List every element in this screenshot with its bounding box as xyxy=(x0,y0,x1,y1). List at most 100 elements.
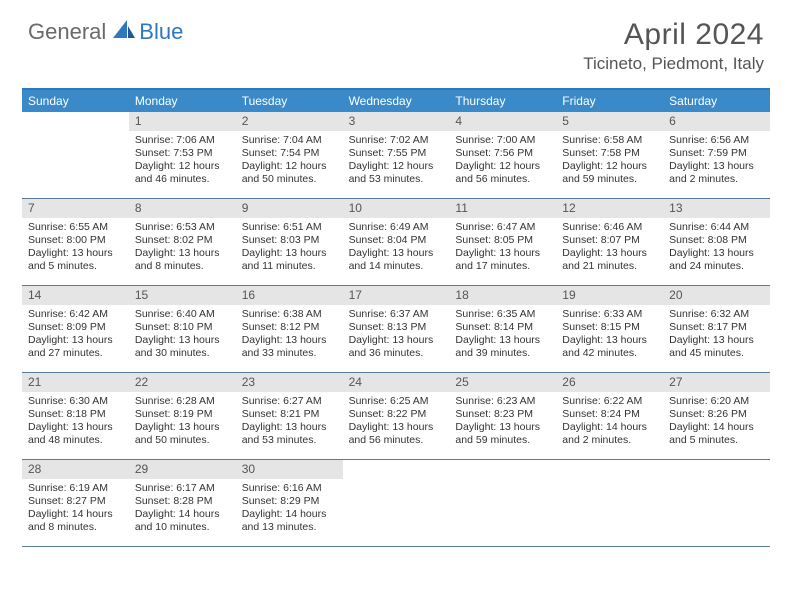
calendar-cell: 26Sunrise: 6:22 AMSunset: 8:24 PMDayligh… xyxy=(556,373,663,459)
day-number: 26 xyxy=(556,373,663,392)
calendar-cell: 6Sunrise: 6:56 AMSunset: 7:59 PMDaylight… xyxy=(663,112,770,198)
calendar-cell: 18 Sunrise: 6:35 AMSunset: 8:14 PMDayligh… xyxy=(449,286,556,372)
cell-body: Sunrise: 6:56 AMSunset: 7:59 PMDaylight:… xyxy=(663,131,770,191)
day-header: Monday xyxy=(129,90,236,112)
day-number: 20 xyxy=(663,286,770,305)
sunrise-line: Sunrise: 6:20 AM xyxy=(669,395,764,408)
cell-body: Sunrise: 6:23 AMSunset: 8:23 PMDaylight:… xyxy=(449,392,556,452)
header: General Blue April 2024 Ticineto, Piedmo… xyxy=(0,0,792,80)
calendar-cell: 15Sunrise: 6:40 AMSunset: 8:10 PMDayligh… xyxy=(129,286,236,372)
sunset-line: Sunset: 8:19 PM xyxy=(135,408,230,421)
sunrise-line: Sunrise: 6:37 AM xyxy=(349,308,444,321)
daylight-line: Daylight: 14 hours and 13 minutes. xyxy=(242,508,337,534)
sunset-line: Sunset: 8:09 PM xyxy=(28,321,123,334)
cell-body: Sunrise: 6:42 AMSunset: 8:09 PMDaylight:… xyxy=(22,305,129,365)
calendar-cell: 24Sunrise: 6:25 AMSunset: 8:22 PMDayligh… xyxy=(343,373,450,459)
day-number: 29 xyxy=(129,460,236,479)
week-row: 7Sunrise: 6:55 AMSunset: 8:00 PMDaylight… xyxy=(22,199,770,286)
sunset-line: Sunset: 7:53 PM xyxy=(135,147,230,160)
sunset-line: Sunset: 8:28 PM xyxy=(135,495,230,508)
calendar-cell: 17Sunrise: 6:37 AMSunset: 8:13 PMDayligh… xyxy=(343,286,450,372)
daylight-line: Daylight: 13 hours and 14 minutes. xyxy=(349,247,444,273)
calendar-cell: 12Sunrise: 6:46 AMSunset: 8:07 PMDayligh… xyxy=(556,199,663,285)
location-label: Ticineto, Piedmont, Italy xyxy=(583,54,764,74)
calendar-cell: 22Sunrise: 6:28 AMSunset: 8:19 PMDayligh… xyxy=(129,373,236,459)
sunrise-line: Sunrise: 6:51 AM xyxy=(242,221,337,234)
cell-body: Sunrise: 6:28 AMSunset: 8:19 PMDaylight:… xyxy=(129,392,236,452)
day-header: Saturday xyxy=(663,90,770,112)
calendar-cell: 9Sunrise: 6:51 AMSunset: 8:03 PMDaylight… xyxy=(236,199,343,285)
calendar-cell: 21Sunrise: 6:30 AMSunset: 8:18 PMDayligh… xyxy=(22,373,129,459)
day-number: 4 xyxy=(449,112,556,131)
cell-body: Sunrise: 6:33 AMSunset: 8:15 PMDaylight:… xyxy=(556,305,663,365)
daylight-line: Daylight: 13 hours and 24 minutes. xyxy=(669,247,764,273)
sunset-line: Sunset: 8:07 PM xyxy=(562,234,657,247)
calendar-cell: 5Sunrise: 6:58 AMSunset: 7:58 PMDaylight… xyxy=(556,112,663,198)
daylight-line: Daylight: 13 hours and 56 minutes. xyxy=(349,421,444,447)
day-header: Tuesday xyxy=(236,90,343,112)
sunrise-line: Sunrise: 7:06 AM xyxy=(135,134,230,147)
daylight-line: Daylight: 14 hours and 2 minutes. xyxy=(562,421,657,447)
sunset-line: Sunset: 8:27 PM xyxy=(28,495,123,508)
calendar-cell: 3Sunrise: 7:02 AMSunset: 7:55 PMDaylight… xyxy=(343,112,450,198)
cell-body: Sunrise: 6:47 AMSunset: 8:05 PMDaylight:… xyxy=(449,218,556,278)
sunrise-line: Sunrise: 6:38 AM xyxy=(242,308,337,321)
calendar-cell: 16Sunrise: 6:38 AMSunset: 8:12 PMDayligh… xyxy=(236,286,343,372)
daylight-line: Daylight: 13 hours and 2 minutes. xyxy=(669,160,764,186)
sunset-line: Sunset: 8:21 PM xyxy=(242,408,337,421)
day-number: 18 xyxy=(449,286,556,305)
sunset-line: Sunset: 8:04 PM xyxy=(349,234,444,247)
cell-body: Sunrise: 6:32 AMSunset: 8:17 PMDaylight:… xyxy=(663,305,770,365)
logo: General Blue xyxy=(28,18,183,45)
month-title: April 2024 xyxy=(583,18,764,52)
calendar-cell: 27Sunrise: 6:20 AMSunset: 8:26 PMDayligh… xyxy=(663,373,770,459)
week-row: 28Sunrise: 6:19 AMSunset: 8:27 PMDayligh… xyxy=(22,460,770,547)
daylight-line: Daylight: 13 hours and 39 minutes. xyxy=(455,334,550,360)
sunset-line: Sunset: 8:29 PM xyxy=(242,495,337,508)
sunrise-line: Sunrise: 6:28 AM xyxy=(135,395,230,408)
logo-text-blue: Blue xyxy=(139,19,183,45)
daylight-line: Daylight: 13 hours and 11 minutes. xyxy=(242,247,337,273)
day-number: 13 xyxy=(663,199,770,218)
sunrise-line: Sunrise: 6:44 AM xyxy=(669,221,764,234)
day-number: 23 xyxy=(236,373,343,392)
sunrise-line: Sunrise: 7:00 AM xyxy=(455,134,550,147)
day-header: Sunday xyxy=(22,90,129,112)
daylight-line: Daylight: 13 hours and 33 minutes. xyxy=(242,334,337,360)
sunrise-line: Sunrise: 6:47 AM xyxy=(455,221,550,234)
day-number: 17 xyxy=(343,286,450,305)
daylight-line: Daylight: 13 hours and 17 minutes. xyxy=(455,247,550,273)
sunset-line: Sunset: 8:17 PM xyxy=(669,321,764,334)
sunset-line: Sunset: 8:24 PM xyxy=(562,408,657,421)
daylight-line: Daylight: 13 hours and 8 minutes. xyxy=(135,247,230,273)
sunset-line: Sunset: 8:14 PM xyxy=(455,321,550,334)
week-row: 14Sunrise: 6:42 AMSunset: 8:09 PMDayligh… xyxy=(22,286,770,373)
cell-body: Sunrise: 7:06 AMSunset: 7:53 PMDaylight:… xyxy=(129,131,236,191)
daylight-line: Daylight: 13 hours and 21 minutes. xyxy=(562,247,657,273)
calendar-cell xyxy=(556,460,663,546)
sunrise-line: Sunrise: 6:49 AM xyxy=(349,221,444,234)
sunrise-line: Sunrise: 6:25 AM xyxy=(349,395,444,408)
cell-body: Sunrise: 6:20 AMSunset: 8:26 PMDaylight:… xyxy=(663,392,770,452)
sunset-line: Sunset: 7:54 PM xyxy=(242,147,337,160)
sunset-line: Sunset: 8:26 PM xyxy=(669,408,764,421)
sunrise-line: Sunrise: 6:32 AM xyxy=(669,308,764,321)
calendar-cell: 13Sunrise: 6:44 AMSunset: 8:08 PMDayligh… xyxy=(663,199,770,285)
daylight-line: Daylight: 12 hours and 53 minutes. xyxy=(349,160,444,186)
daylight-line: Daylight: 13 hours and 50 minutes. xyxy=(135,421,230,447)
day-number: 22 xyxy=(129,373,236,392)
daylight-line: Daylight: 13 hours and 5 minutes. xyxy=(28,247,123,273)
day-number: 16 xyxy=(236,286,343,305)
sunrise-line: Sunrise: 6:23 AM xyxy=(455,395,550,408)
sunrise-line: Sunrise: 6:35 AM xyxy=(455,308,550,321)
calendar-cell: 19Sunrise: 6:33 AMSunset: 8:15 PMDayligh… xyxy=(556,286,663,372)
day-header: Friday xyxy=(556,90,663,112)
title-block: April 2024 Ticineto, Piedmont, Italy xyxy=(583,18,764,74)
cell-body: Sunrise: 6:25 AMSunset: 8:22 PMDaylight:… xyxy=(343,392,450,452)
calendar-cell: 1Sunrise: 7:06 AMSunset: 7:53 PMDaylight… xyxy=(129,112,236,198)
calendar-cell xyxy=(22,112,129,198)
logo-text-general: General xyxy=(28,19,106,45)
sunset-line: Sunset: 8:10 PM xyxy=(135,321,230,334)
cell-body: Sunrise: 6:51 AMSunset: 8:03 PMDaylight:… xyxy=(236,218,343,278)
sunrise-line: Sunrise: 6:16 AM xyxy=(242,482,337,495)
